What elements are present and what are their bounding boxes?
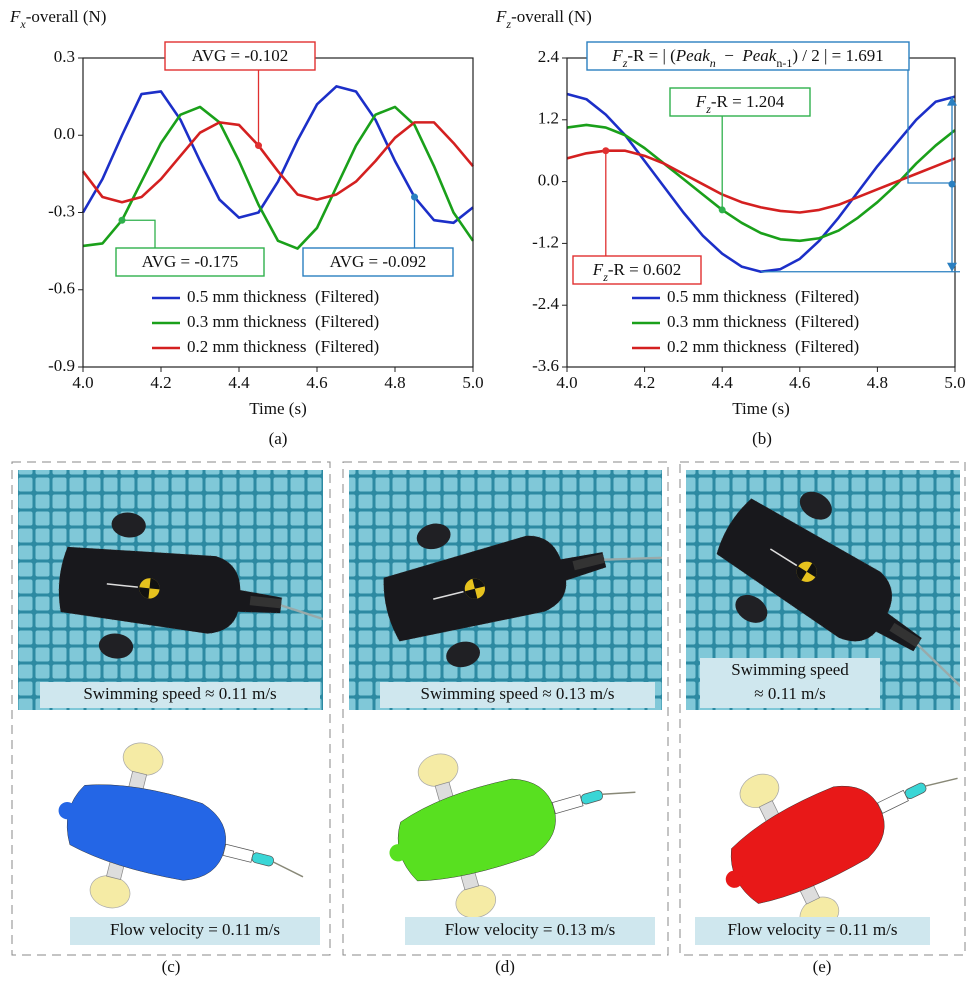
legend-label: 0.3 mm thickness (Filtered): [187, 312, 379, 331]
y-tick-label: -0.3: [48, 201, 75, 220]
x-tick-label: 4.8: [384, 373, 405, 392]
annotation-text: AVG = -0.175: [142, 252, 239, 271]
figure: -0.9 -0.6 -0.3 0.0 0.3 4.0 4.2 4.4 4.6 4.8 5.0 Time…: [0, 0, 980, 979]
panel-label: (d): [495, 957, 515, 976]
x-axis-title: Time (s): [249, 399, 306, 418]
x-tick-label: 4.2: [634, 373, 655, 392]
legend-label: 0.3 mm thickness (Filtered): [667, 312, 859, 331]
x-tick-label: 4.0: [556, 373, 577, 392]
photo-caption: Swimming speed ≈ 0.11 m/s: [83, 684, 276, 703]
x-tick-label: 5.0: [944, 373, 965, 392]
text-part: Peak: [741, 46, 776, 65]
text-part: F: [695, 92, 707, 111]
x-axis-title: Time (s): [732, 399, 789, 418]
panel-label: (c): [162, 957, 181, 976]
render-caption: Flow velocity = 0.11 m/s: [728, 920, 898, 939]
callout-line: [122, 220, 155, 248]
y-tick-label: -2.4: [532, 294, 559, 313]
text-part: n-1: [776, 56, 792, 70]
y-tick-label: 2.4: [538, 47, 560, 66]
y-tick-label: 0.3: [54, 47, 75, 66]
x-tick-label: 4.6: [789, 373, 810, 392]
render-caption: Flow velocity = 0.11 m/s: [110, 920, 280, 939]
robot-render: [367, 704, 657, 936]
x-tick-label: 4.2: [150, 373, 171, 392]
legend-label: 0.2 mm thickness (Filtered): [187, 337, 379, 356]
text-part: F: [495, 7, 507, 26]
y-tick-label: 0.0: [54, 124, 75, 143]
text-part: -R = 0.602: [608, 260, 681, 279]
text-part: ) / 2 | = 1.691: [792, 46, 883, 65]
text-part: AVG = -0.092: [330, 252, 427, 271]
text-part: AVG = -0.175: [142, 252, 239, 271]
annotation-text: AVG = -0.092: [330, 252, 427, 271]
y-axis-title: Fx-overall (N): [9, 7, 106, 31]
text-part: -R = 1.204: [711, 92, 785, 111]
text-part: Peak: [675, 46, 710, 65]
panel-label: (a): [269, 429, 288, 448]
text-part: F: [9, 7, 21, 26]
photo-caption: Swimming speed ≈ 0.13 m/s: [421, 684, 615, 703]
panel-label: (e): [813, 957, 832, 976]
photo-caption: ≈ 0.11 m/s: [754, 684, 826, 703]
legend-label: 0.2 mm thickness (Filtered): [667, 337, 859, 356]
legend-label: 0.5 mm thickness (Filtered): [187, 287, 379, 306]
y-tick-label: 1.2: [538, 109, 559, 128]
text-part: AVG = -0.102: [192, 46, 289, 65]
x-tick-label: 4.8: [867, 373, 888, 392]
text-part: -overall (N): [511, 7, 592, 26]
series-line: [567, 151, 955, 213]
x-tick-label: 4.6: [306, 373, 327, 392]
photo-caption: Swimming speed: [731, 660, 849, 679]
panel-label: (b): [752, 429, 772, 448]
text-part: F: [592, 260, 604, 279]
annotation-text: AVG = -0.102: [192, 46, 289, 65]
x-tick-label: 4.4: [228, 373, 250, 392]
x-tick-label: 4.0: [72, 373, 93, 392]
text-part: -overall (N): [26, 7, 107, 26]
midpoint-dot: [949, 181, 956, 188]
render-caption: Flow velocity = 0.13 m/s: [445, 920, 616, 939]
y-axis-title: Fz-overall (N): [495, 7, 592, 31]
legend-label: 0.5 mm thickness (Filtered): [667, 287, 859, 306]
x-tick-label: 4.4: [712, 373, 734, 392]
y-tick-label: -1.2: [532, 232, 559, 251]
series-line: [83, 122, 473, 202]
x-tick-label: 5.0: [462, 373, 483, 392]
text-part: -R = | (: [627, 46, 676, 65]
y-tick-label: -3.6: [532, 356, 559, 375]
y-tick-label: -0.6: [48, 279, 75, 298]
y-tick-label: -0.9: [48, 356, 75, 375]
text-part: F: [611, 46, 623, 65]
y-tick-label: 0.0: [538, 171, 559, 190]
text-part: −: [716, 46, 743, 65]
